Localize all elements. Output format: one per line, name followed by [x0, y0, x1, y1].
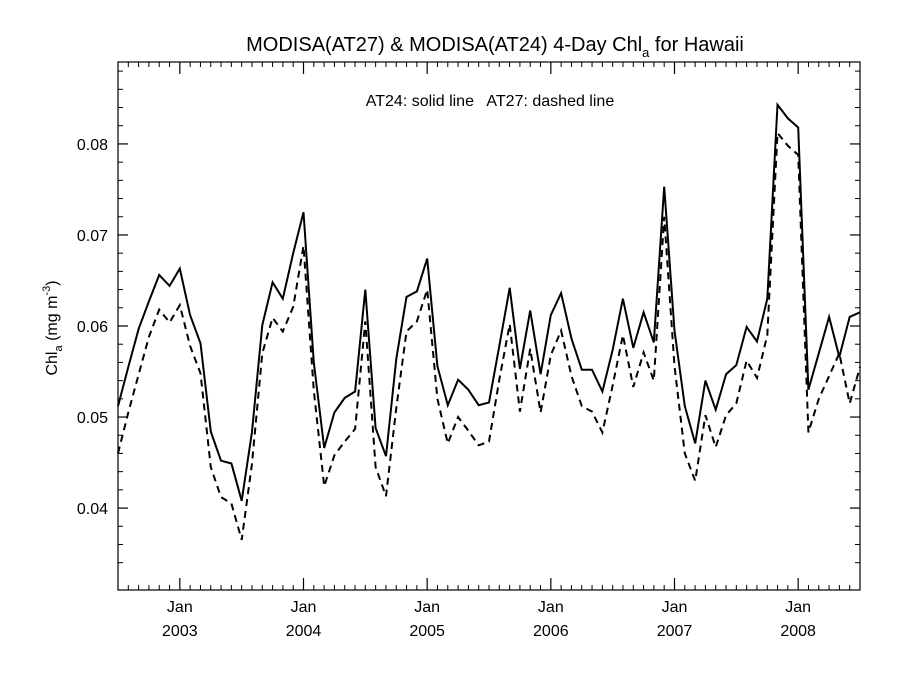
- x-tick-label-month: Jan: [538, 599, 564, 616]
- y-axis-label-superscript: -3: [41, 286, 53, 296]
- y-axis-label-close: ): [44, 280, 61, 285]
- y-tick-label: 0.05: [77, 410, 108, 427]
- x-tick-label-year: 2006: [533, 623, 569, 640]
- x-tick-label-year: 2007: [657, 623, 693, 640]
- series-line-at27: [117, 130, 861, 541]
- y-axis-label-subscript: a: [53, 345, 65, 352]
- x-tick-label-month: Jan: [291, 599, 317, 616]
- y-tick-label: 0.04: [77, 501, 108, 518]
- y-tick-label: 0.06: [77, 319, 108, 336]
- x-tick-label-year: 2005: [409, 623, 445, 640]
- x-axis: Jan 2003 Jan 2004 Jan 2005 Jan 2006 Jan 2007 Jan 20…: [117, 62, 861, 640]
- plot-frame: [117, 61, 861, 591]
- chart-annotation: AT24: solid line AT27: dashed line: [366, 93, 615, 110]
- x-tick-label-month: Jan: [662, 599, 688, 616]
- y-axis-label-unit: (mg m: [44, 296, 61, 346]
- y-tick-label: 0.08: [77, 137, 108, 154]
- chart-title-main: MODISA(AT27) & MODISA(AT24) 4-Day Chl: [246, 34, 642, 56]
- x-tick-label-month: Jan: [414, 599, 440, 616]
- x-tick-label-year: 2008: [780, 623, 816, 640]
- y-tick-label: 0.07: [77, 228, 108, 245]
- x-tick-label-month: Jan: [785, 599, 811, 616]
- x-tick-label-month: Jan: [167, 599, 193, 616]
- series-line-at24: [117, 102, 861, 502]
- y-axis: 0.04 0.05 0.06 0.07 0.08: [77, 70, 860, 564]
- series-layer: [117, 102, 861, 541]
- chart-title-subscript: a: [642, 45, 650, 60]
- chart-title: MODISA(AT27) & MODISA(AT24) 4-Day Chla f…: [246, 34, 744, 60]
- x-tick-label-year: 2003: [162, 623, 198, 640]
- y-axis-label-main: Chl: [44, 352, 61, 376]
- chart-title-tail: for Hawaii: [649, 34, 743, 56]
- y-axis-label: Chla (mg m-3): [41, 280, 65, 375]
- x-tick-label-year: 2004: [286, 623, 322, 640]
